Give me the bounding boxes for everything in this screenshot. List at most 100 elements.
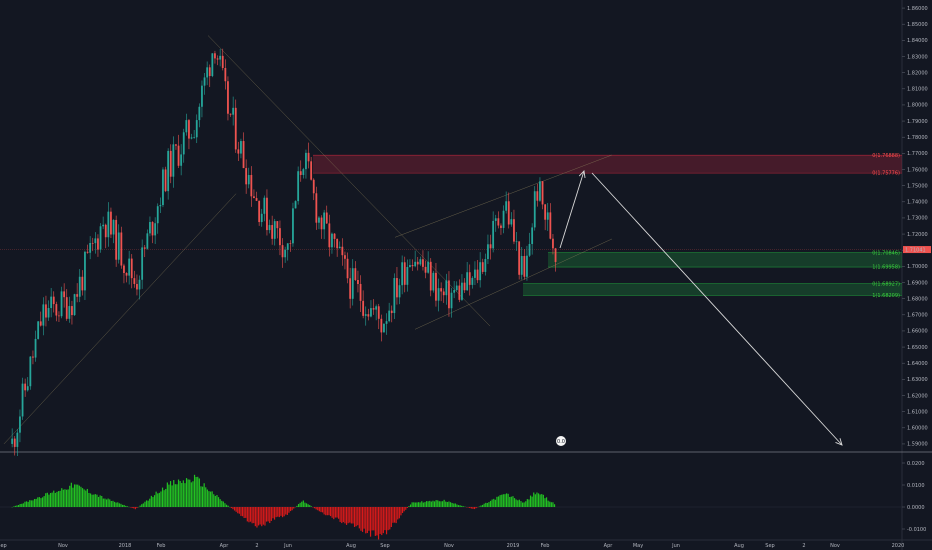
osc-bar	[472, 507, 474, 509]
osc-bar	[553, 504, 556, 507]
osc-bar	[67, 489, 69, 507]
projection-arrow-up-head	[578, 170, 586, 178]
osc-bar	[240, 507, 242, 516]
osc-bar	[315, 507, 317, 510]
osc-bar	[230, 507, 232, 509]
candle-body	[458, 285, 461, 300]
candle-body	[507, 201, 510, 225]
osc-bar	[49, 492, 52, 507]
time-tick-label: Apr	[220, 543, 230, 549]
candle-body	[336, 238, 339, 249]
osc-bar	[536, 492, 538, 507]
price-tick-label: 1.65000	[907, 345, 928, 351]
candle-body	[136, 283, 138, 290]
trendline-support	[3, 193, 237, 445]
osc-tick-label: 0.0200	[907, 461, 925, 467]
candle-body	[154, 223, 157, 236]
candle-body	[554, 248, 557, 262]
candle-body	[442, 291, 445, 296]
time-tick-label: Sep	[380, 543, 389, 549]
osc-bar	[433, 501, 436, 507]
candle-body	[357, 279, 359, 284]
osc-bar	[424, 502, 426, 507]
osc-tick-label: -0.0100	[907, 527, 926, 533]
osc-bar	[485, 502, 487, 507]
candle-body	[435, 272, 437, 301]
osc-bar	[155, 491, 157, 507]
candle-body	[396, 278, 398, 298]
price-tick-label: 1.81000	[907, 87, 928, 93]
osc-bar	[349, 507, 351, 523]
osc-bar	[158, 492, 160, 507]
osc-bar	[182, 480, 184, 507]
candle-body	[73, 294, 76, 316]
candle-body	[37, 321, 40, 339]
candle-body	[440, 288, 443, 292]
osc-bar	[77, 484, 79, 507]
osc-bar	[353, 507, 356, 527]
osc-bar	[326, 507, 328, 516]
osc-bar	[89, 493, 92, 507]
osc-bar	[390, 507, 392, 528]
osc-bar	[422, 502, 424, 507]
candle-body	[544, 204, 547, 220]
candle-body	[546, 212, 549, 220]
current-price-label: 1.71041	[905, 247, 926, 253]
osc-bar	[510, 496, 512, 507]
osc-bar	[541, 494, 543, 507]
candle-body	[526, 255, 528, 277]
candle-body	[284, 249, 287, 258]
candle-body	[344, 255, 346, 259]
osc-bar	[357, 507, 359, 526]
candle-body	[539, 181, 541, 201]
osc-bar	[17, 505, 20, 507]
candle-body	[201, 85, 203, 107]
osc-bar	[193, 474, 196, 507]
osc-bar	[96, 494, 98, 507]
osc-bar	[235, 507, 237, 512]
candle-body	[380, 318, 383, 333]
osc-bar	[248, 507, 250, 523]
candle-body	[172, 144, 175, 177]
osc-bar	[505, 493, 508, 507]
candle-body	[471, 277, 474, 285]
osc-bar	[109, 499, 111, 507]
candle-body	[346, 258, 349, 279]
osc-bar	[310, 506, 312, 507]
osc-bar	[496, 496, 498, 507]
osc-bar	[145, 500, 148, 507]
trendline-resistance	[207, 35, 491, 327]
price-tick-label: 1.60000	[907, 426, 928, 432]
candle-body	[310, 161, 313, 180]
candle-body	[302, 169, 305, 175]
osc-bar	[341, 507, 343, 524]
osc-bar	[347, 507, 349, 524]
candle-body	[273, 221, 276, 239]
osc-bar	[198, 478, 200, 507]
osc-bar	[515, 499, 517, 507]
osc-bar	[249, 507, 252, 522]
candle-body	[162, 169, 164, 206]
price-tick-label: 1.85000	[907, 22, 928, 28]
osc-bar	[339, 507, 341, 522]
time-tick-label: Nov	[830, 543, 840, 549]
osc-bar	[448, 501, 450, 507]
osc-bar	[173, 480, 175, 507]
osc-bar	[409, 504, 412, 507]
candle-body	[263, 197, 266, 214]
candle-body	[234, 107, 237, 150]
candle-body	[104, 224, 107, 238]
candle-body	[349, 278, 352, 299]
candle-body	[167, 150, 170, 192]
candle-body	[331, 233, 333, 248]
candle-body	[227, 81, 229, 114]
osc-bar	[80, 486, 82, 507]
osc-bar	[531, 496, 533, 507]
time-tick-label: May	[633, 543, 643, 549]
candle-body	[42, 304, 45, 326]
osc-bar	[107, 498, 109, 507]
osc-bar	[134, 507, 136, 510]
osc-bar	[489, 500, 492, 507]
candle-body	[307, 152, 310, 162]
